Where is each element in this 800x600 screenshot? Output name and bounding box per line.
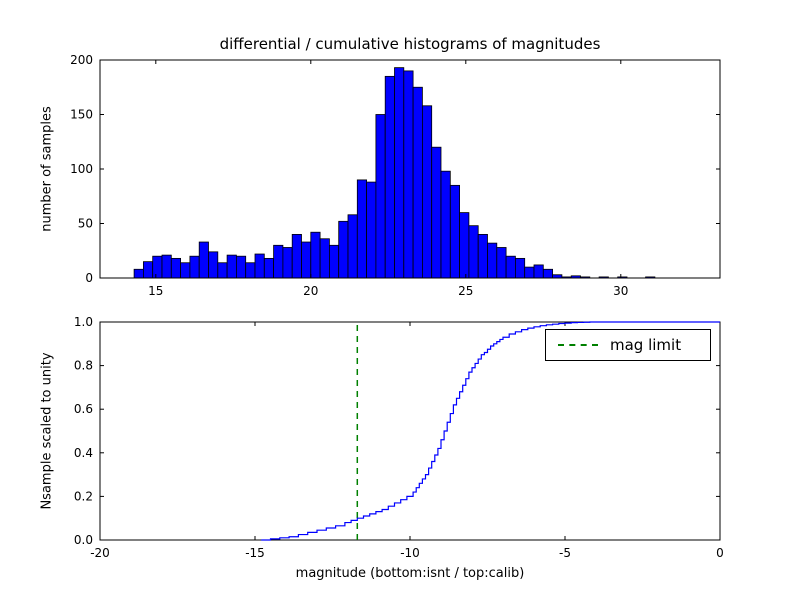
svg-text:-10: -10 [400,546,420,560]
chart-title: differential / cumulative histograms of … [219,35,601,53]
top-axes: 15 20 25 30 0 50 100 150 200 [70,53,721,298]
svg-text:1.0: 1.0 [74,315,93,329]
x-axis-label: magnitude (bottom:isnt / top:calib) [295,566,525,581]
svg-text:0: 0 [716,546,724,560]
svg-text:200: 200 [70,53,93,67]
svg-text:30: 30 [613,284,628,298]
legend: mag limit [545,329,711,361]
svg-text:15: 15 [148,284,163,298]
svg-text:20: 20 [303,284,318,298]
svg-text:50: 50 [78,217,93,231]
top-y-axis-label: number of samples [39,106,55,232]
svg-text:0.0: 0.0 [74,533,93,547]
bottom-y-axis-label: Nsample scaled to unity [39,352,55,510]
svg-text:100: 100 [70,162,93,176]
svg-text:0.6: 0.6 [74,402,93,416]
svg-text:150: 150 [70,108,93,122]
legend-label: mag limit [610,336,682,354]
legend-dashed-line-icon [558,344,598,346]
bottom-axes: -20 -15 -10 -5 0 0.0 0.2 0.4 0.6 0.8 1.0 [74,315,724,560]
svg-text:25: 25 [458,284,473,298]
svg-text:0.8: 0.8 [74,359,93,373]
histogram-bars [133,67,656,279]
svg-text:0.2: 0.2 [74,489,93,503]
svg-text:-5: -5 [559,546,571,560]
svg-text:-20: -20 [90,546,110,560]
svg-text:-15: -15 [245,546,265,560]
svg-text:0: 0 [85,271,93,285]
svg-text:0.4: 0.4 [74,446,93,460]
cumulative-step-line [261,321,720,541]
